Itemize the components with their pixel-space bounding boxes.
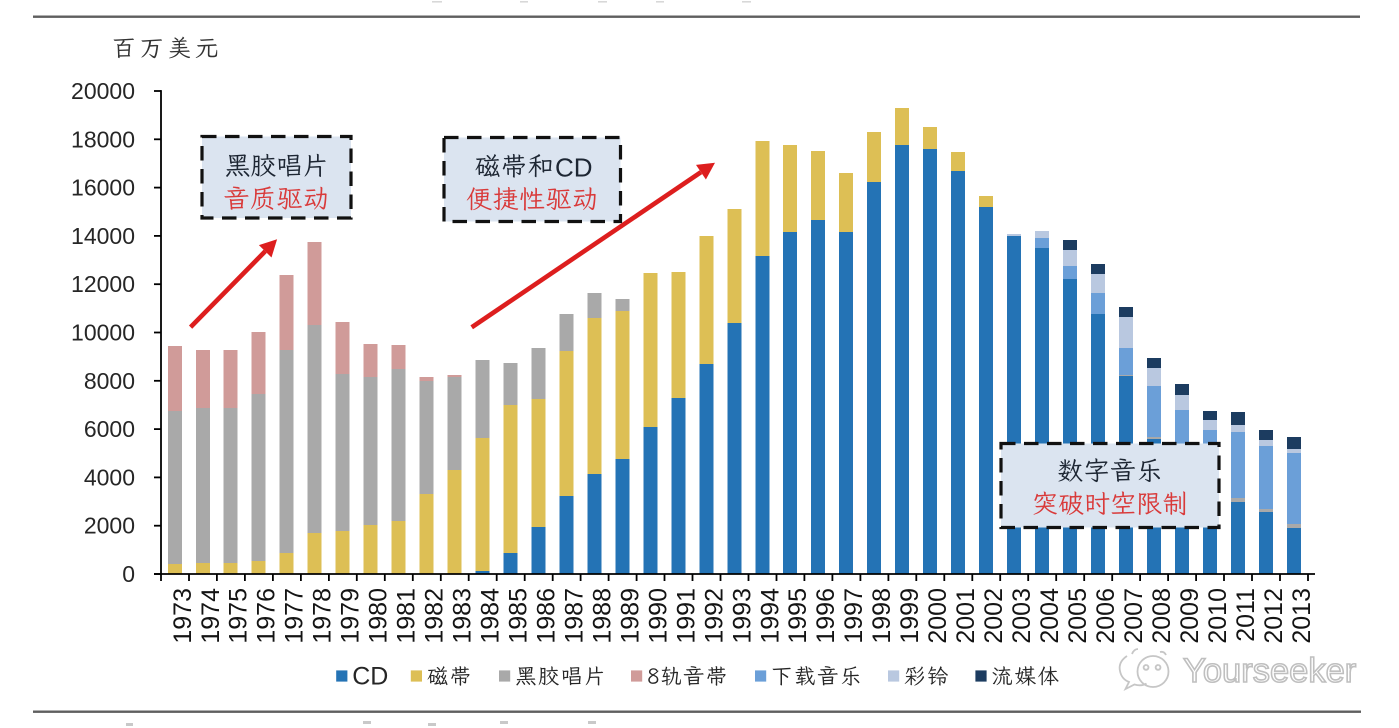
svg-text:12000: 12000	[71, 271, 135, 297]
svg-text:1979: 1979	[337, 588, 365, 644]
svg-text:1989: 1989	[616, 588, 644, 644]
svg-text:1976: 1976	[253, 588, 281, 644]
svg-text:1993: 1993	[728, 588, 756, 644]
svg-text:14000: 14000	[71, 223, 135, 249]
svg-text:1991: 1991	[672, 588, 700, 644]
svg-text:2000: 2000	[924, 588, 952, 644]
svg-text:1997: 1997	[840, 588, 868, 644]
svg-text:8000: 8000	[84, 368, 135, 394]
svg-text:2012: 2012	[1260, 588, 1288, 644]
svg-text:1984: 1984	[477, 588, 505, 644]
svg-text:2010: 2010	[1204, 588, 1232, 644]
svg-text:2006: 2006	[1092, 588, 1120, 644]
svg-text:1977: 1977	[281, 588, 309, 644]
svg-text:1994: 1994	[756, 588, 784, 644]
svg-text:CD: CD	[555, 153, 593, 183]
svg-text:10000: 10000	[71, 320, 135, 346]
svg-text:1995: 1995	[784, 588, 812, 644]
svg-text:2000: 2000	[84, 513, 135, 539]
svg-text:2008: 2008	[1148, 588, 1176, 644]
svg-text:1973: 1973	[169, 588, 197, 644]
svg-text:4000: 4000	[84, 464, 135, 490]
svg-text:0: 0	[122, 561, 135, 587]
svg-text:1975: 1975	[225, 588, 253, 644]
svg-text:2001: 2001	[952, 588, 980, 644]
svg-text:16000: 16000	[71, 175, 135, 201]
svg-text:CD: CD	[352, 663, 388, 691]
svg-text:2007: 2007	[1120, 588, 1148, 644]
svg-text:1978: 1978	[309, 588, 337, 644]
svg-text:1983: 1983	[449, 588, 477, 644]
svg-text:2009: 2009	[1176, 588, 1204, 644]
svg-text:1992: 1992	[700, 588, 728, 644]
svg-text:1987: 1987	[560, 588, 588, 644]
svg-text:1990: 1990	[644, 588, 672, 644]
svg-text:1982: 1982	[421, 588, 449, 644]
svg-text:1986: 1986	[533, 588, 561, 644]
svg-text:20000: 20000	[71, 78, 135, 104]
svg-text:2004: 2004	[1036, 588, 1064, 644]
svg-text:1999: 1999	[896, 588, 924, 644]
svg-text:Yourseeker: Yourseeker	[1183, 652, 1356, 690]
svg-text:2005: 2005	[1064, 588, 1092, 644]
svg-text:2013: 2013	[1288, 588, 1316, 644]
svg-text:1974: 1974	[197, 588, 225, 644]
svg-text:1988: 1988	[588, 588, 616, 644]
svg-text:2003: 2003	[1008, 588, 1036, 644]
svg-text:6000: 6000	[84, 416, 135, 442]
svg-text:2011: 2011	[1232, 588, 1260, 642]
svg-text:1998: 1998	[868, 588, 896, 644]
svg-text:1996: 1996	[812, 588, 840, 644]
svg-text:2002: 2002	[980, 588, 1008, 644]
svg-text:18000: 18000	[71, 126, 135, 152]
svg-text:1981: 1981	[393, 588, 421, 644]
svg-text:1980: 1980	[365, 588, 393, 644]
svg-text:1985: 1985	[505, 588, 533, 644]
